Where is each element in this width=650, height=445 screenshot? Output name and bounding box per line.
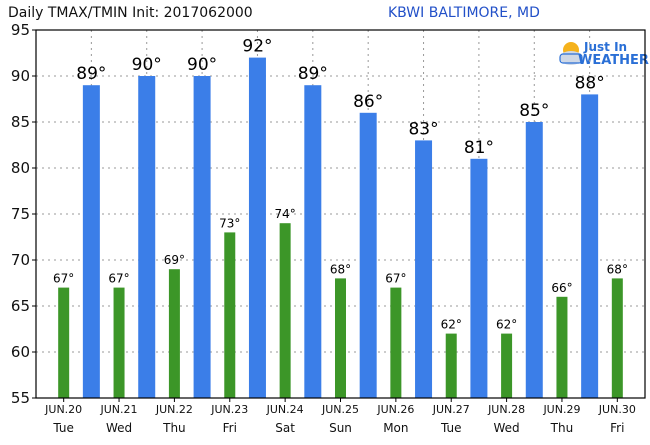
logo: Just In WEATHER (559, 40, 649, 68)
tmax-label: 83° (408, 119, 438, 139)
x-tick-label: JUN.24 (266, 403, 304, 416)
tmax-label: 90° (132, 55, 162, 75)
tmin-label: 62° (496, 318, 517, 332)
tmin-bar (168, 269, 180, 398)
tmin-bar (335, 278, 346, 398)
tmin-label: 67° (53, 272, 74, 286)
x-tick-label: JUN.21 (100, 403, 138, 416)
tmin-label: 62° (441, 318, 462, 332)
x-tick-label: JUN.29 (542, 403, 580, 416)
x-day-label: Thu (550, 421, 574, 435)
y-tick-label: 75 (11, 205, 30, 223)
tmin-bar (445, 333, 457, 398)
x-day-label: Fri (223, 421, 237, 435)
tmin-bar (390, 287, 402, 398)
y-tick-label: 80 (11, 159, 30, 177)
tmax-bar (138, 76, 156, 398)
tmax-label: 88° (575, 73, 605, 93)
y-tick-label: 65 (11, 297, 30, 315)
bars (58, 57, 623, 399)
tmin-bar (279, 223, 291, 398)
tmin-label: 68° (607, 262, 628, 276)
tmax-bar (248, 57, 266, 398)
x-tick-label: JUN.23 (210, 403, 248, 416)
x-day-label: Sat (275, 421, 295, 435)
x-day-label: Fri (610, 421, 624, 435)
x-day-label: Tue (440, 421, 462, 435)
tmin-bar (58, 287, 70, 398)
tmin-label: 67° (108, 272, 129, 286)
x-day-label: Sun (329, 421, 352, 435)
tmin-bar (556, 296, 568, 398)
tmax-bar (415, 140, 433, 398)
x-tick-label: JUN.20 (44, 403, 82, 416)
tmin-bar (224, 232, 236, 398)
tmax-label: 90° (187, 55, 217, 75)
tmax-bar (581, 94, 599, 399)
tmax-label: 81° (464, 138, 494, 158)
tmax-label: 92° (242, 37, 272, 57)
tmin-label: 73° (219, 216, 240, 230)
axes: 55 60 65 70 75 80 85 90 95 JUN.20 Tue JUN.21 Wed JUN.… (11, 21, 646, 435)
tmin-label: 67° (385, 272, 406, 286)
y-tick-label: 70 (11, 251, 30, 269)
x-day-label: Wed (106, 421, 132, 435)
x-day-label: Wed (494, 421, 520, 435)
x-day-label: Mon (383, 421, 408, 435)
logo-line2: WEATHER (578, 53, 649, 68)
tmax-label: 89° (298, 64, 328, 84)
tmax-bar (525, 122, 543, 398)
x-tick-label: JUN.26 (376, 403, 414, 416)
tmax-label: 86° (353, 92, 383, 112)
tmin-label: 74° (274, 207, 295, 221)
tmax-label: 89° (76, 64, 106, 84)
x-day-label: Thu (162, 421, 186, 435)
tmin-label: 68° (330, 262, 351, 276)
tmin-bar (501, 333, 513, 398)
tmax-bar (82, 85, 100, 398)
chart-title: Daily TMAX/TMIN Init: 2017062000 (8, 5, 253, 21)
tmax-bar (193, 76, 211, 398)
x-tick-label: JUN.30 (598, 403, 636, 416)
x-tick-label: JUN.28 (487, 403, 525, 416)
y-tick-label: 90 (11, 67, 30, 85)
data-labels: 67° 67° 69° 73° 74° 68° 67° 62° 62° 66° 68° 89° 90° 9… (53, 37, 628, 332)
x-tick-label: JUN.22 (155, 403, 193, 416)
tmax-bar (470, 158, 488, 398)
tmin-label: 69° (164, 253, 185, 267)
y-tick-label: 60 (11, 343, 30, 361)
tmin-bar (113, 287, 125, 398)
y-tick-label: 85 (11, 113, 30, 131)
y-tick-label: 55 (11, 389, 30, 407)
x-tick-label: JUN.25 (321, 403, 359, 416)
tmin-label: 66° (551, 281, 572, 295)
tmax-bar (359, 112, 377, 399)
x-tick-label: JUN.27 (432, 403, 470, 416)
y-tick-label: 95 (11, 21, 30, 39)
station-name: KBWI BALTIMORE, MD (388, 5, 540, 21)
x-day-label: Tue (52, 421, 74, 435)
logo-line1: Just In (583, 40, 627, 54)
tmax-bar (304, 85, 322, 398)
tmin-bar (611, 278, 623, 398)
cloud-sun-icon (559, 42, 583, 65)
tmax-label: 85° (519, 101, 549, 121)
